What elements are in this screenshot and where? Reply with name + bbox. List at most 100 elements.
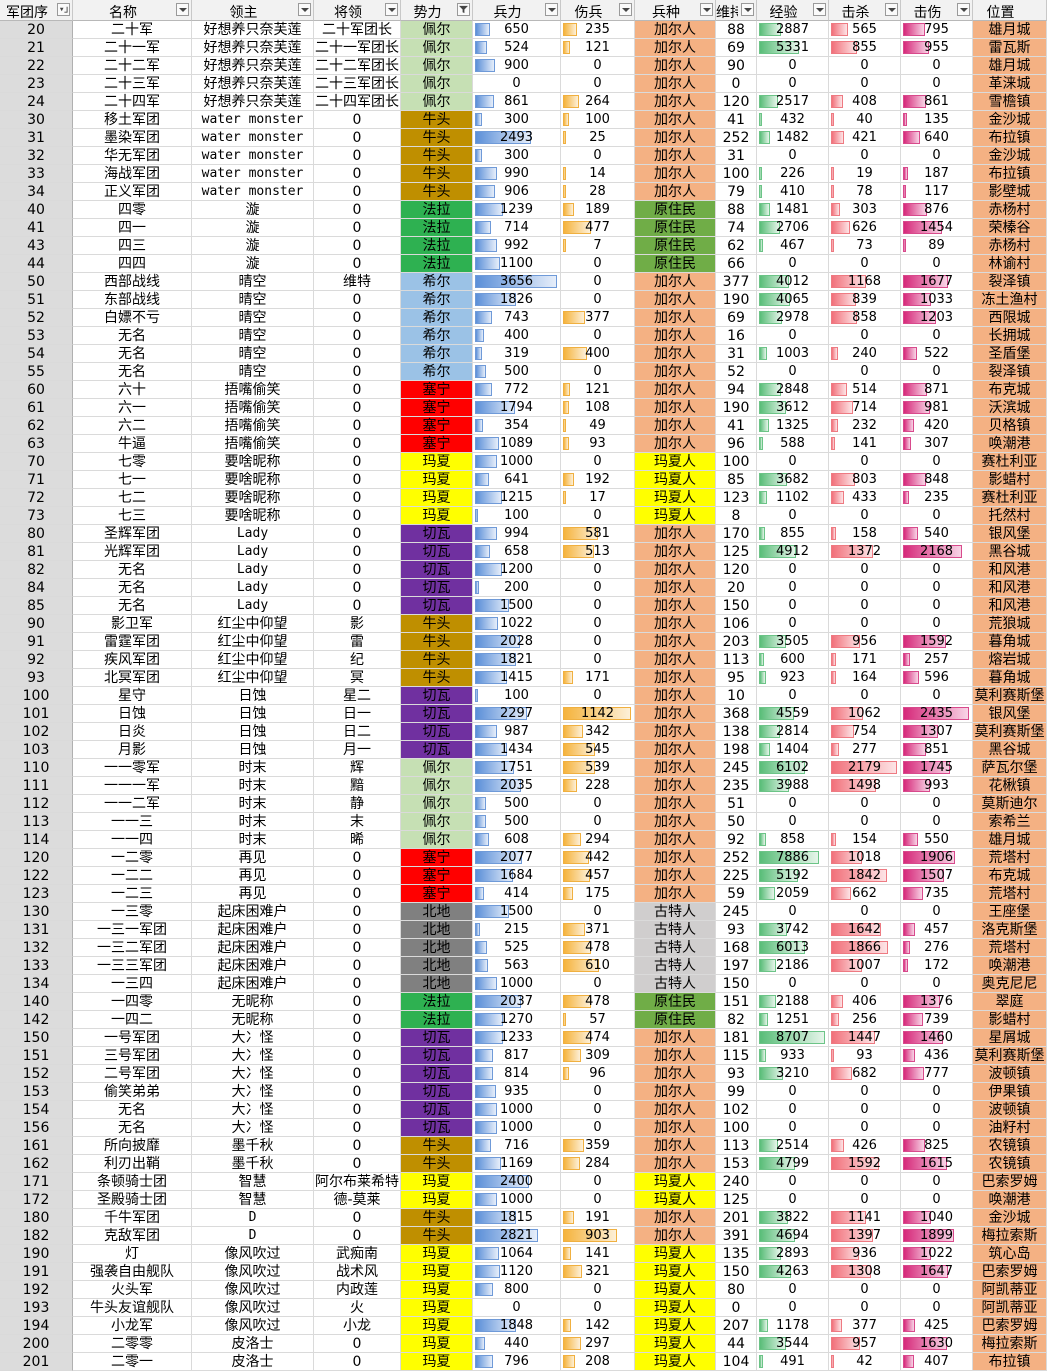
chevron-down-icon[interactable] bbox=[385, 3, 398, 16]
cell-exp[interactable]: 855 bbox=[757, 525, 829, 543]
cell-troop-type[interactable]: 原住民 bbox=[635, 255, 716, 273]
cell-troops[interactable]: 1684 bbox=[473, 867, 561, 885]
cell-troops[interactable]: 1500 bbox=[473, 903, 561, 921]
cell-lord[interactable]: Lady bbox=[192, 561, 314, 579]
cell-lord[interactable]: 智慧 bbox=[192, 1173, 314, 1191]
cell-upkeep[interactable]: 50 bbox=[716, 813, 757, 831]
cell-upkeep[interactable]: 198 bbox=[716, 741, 757, 759]
cell-wounded[interactable]: 0 bbox=[561, 615, 635, 633]
cell-faction[interactable]: 牛头 bbox=[401, 1137, 473, 1155]
cell-faction[interactable]: 玛夏 bbox=[401, 1191, 473, 1209]
cell-exp[interactable]: 0 bbox=[757, 75, 829, 93]
cell-upkeep[interactable]: 82 bbox=[716, 1011, 757, 1029]
cell-location[interactable]: 革涞城 bbox=[973, 75, 1047, 93]
cell-hits[interactable]: 0 bbox=[901, 507, 973, 525]
cell-name[interactable]: 正义军团 bbox=[73, 183, 192, 201]
cell-lord[interactable]: 大冫怪 bbox=[192, 1047, 314, 1065]
cell-upkeep[interactable]: 74 bbox=[716, 219, 757, 237]
cell-location[interactable]: 暮角城 bbox=[973, 669, 1047, 687]
cell-location[interactable]: 和风港 bbox=[973, 561, 1047, 579]
cell-name[interactable]: 六一 bbox=[73, 399, 192, 417]
cell-name[interactable]: 墨染军团 bbox=[73, 129, 192, 147]
cell-location[interactable]: 影蜡村 bbox=[973, 1011, 1047, 1029]
cell-name[interactable]: 强袭自由舰队 bbox=[73, 1263, 192, 1281]
cell-hits[interactable]: 795 bbox=[901, 21, 973, 39]
cell-upkeep[interactable]: 31 bbox=[716, 345, 757, 363]
cell-kills[interactable]: 0 bbox=[829, 1299, 901, 1317]
cell-upkeep[interactable]: 85 bbox=[716, 471, 757, 489]
cell-faction[interactable]: 玛夏 bbox=[401, 453, 473, 471]
cell-name[interactable]: 月影 bbox=[73, 741, 192, 759]
cell-wounded[interactable]: 14 bbox=[561, 165, 635, 183]
cell-upkeep[interactable]: 138 bbox=[716, 723, 757, 741]
cell-lord[interactable]: 要啥昵称 bbox=[192, 471, 314, 489]
cell-wounded[interactable]: 93 bbox=[561, 435, 635, 453]
cell-general[interactable]: 0 bbox=[314, 309, 401, 327]
cell-exp[interactable]: 410 bbox=[757, 183, 829, 201]
cell-general[interactable]: 阿尔布莱希特 bbox=[314, 1173, 401, 1191]
cell-legion-no[interactable]: 73 bbox=[0, 507, 73, 525]
cell-exp[interactable]: 0 bbox=[757, 147, 829, 165]
cell-hits[interactable]: 0 bbox=[901, 1299, 973, 1317]
cell-location[interactable]: 布拉镇 bbox=[973, 1353, 1047, 1371]
cell-location[interactable]: 阿凯蒂亚 bbox=[973, 1281, 1047, 1299]
cell-exp[interactable]: 2514 bbox=[757, 1137, 829, 1155]
cell-troop-type[interactable]: 加尔人 bbox=[635, 651, 716, 669]
cell-name[interactable]: 无名 bbox=[73, 597, 192, 615]
cell-legion-no[interactable]: 112 bbox=[0, 795, 73, 813]
cell-location[interactable]: 影壁城 bbox=[973, 183, 1047, 201]
cell-lord[interactable]: 皮洛士 bbox=[192, 1335, 314, 1353]
cell-name[interactable]: 二十军 bbox=[73, 21, 192, 39]
cell-kills[interactable]: 1168 bbox=[829, 273, 901, 291]
cell-lord[interactable]: water monster bbox=[192, 165, 314, 183]
cell-troop-type[interactable]: 加尔人 bbox=[635, 669, 716, 687]
cell-upkeep[interactable]: 150 bbox=[716, 597, 757, 615]
cell-general[interactable]: 0 bbox=[314, 255, 401, 273]
cell-general[interactable]: 0 bbox=[314, 1065, 401, 1083]
cell-wounded[interactable]: 474 bbox=[561, 1029, 635, 1047]
cell-troops[interactable]: 2028 bbox=[473, 633, 561, 651]
cell-lord[interactable]: 起床困难户 bbox=[192, 957, 314, 975]
cell-troops[interactable]: 1415 bbox=[473, 669, 561, 687]
cell-troops[interactable]: 1089 bbox=[473, 435, 561, 453]
cell-general[interactable]: 0 bbox=[314, 183, 401, 201]
cell-general[interactable]: 0 bbox=[314, 1101, 401, 1119]
cell-name[interactable]: 一二零 bbox=[73, 849, 192, 867]
cell-troops[interactable]: 2035 bbox=[473, 777, 561, 795]
cell-location[interactable]: 星屑城 bbox=[973, 1029, 1047, 1047]
cell-kills[interactable]: 93 bbox=[829, 1047, 901, 1065]
cell-lord[interactable]: 漩 bbox=[192, 219, 314, 237]
cell-legion-no[interactable]: 161 bbox=[0, 1137, 73, 1155]
cell-troops[interactable]: 1169 bbox=[473, 1155, 561, 1173]
cell-general[interactable]: 0 bbox=[314, 327, 401, 345]
cell-legion-no[interactable]: 81 bbox=[0, 543, 73, 561]
cell-kills[interactable]: 171 bbox=[829, 651, 901, 669]
cell-troops[interactable]: 100 bbox=[473, 507, 561, 525]
cell-general[interactable]: 战术风 bbox=[314, 1263, 401, 1281]
cell-location[interactable]: 托然村 bbox=[973, 507, 1047, 525]
cell-name[interactable]: 七一 bbox=[73, 471, 192, 489]
cell-location[interactable]: 赤杨村 bbox=[973, 201, 1047, 219]
column-header-upkeep[interactable]: 维持 bbox=[716, 0, 757, 21]
cell-kills[interactable]: 0 bbox=[829, 597, 901, 615]
cell-troop-type[interactable]: 加尔人 bbox=[635, 885, 716, 903]
cell-legion-no[interactable]: 171 bbox=[0, 1173, 73, 1191]
cell-upkeep[interactable]: 368 bbox=[716, 705, 757, 723]
cell-kills[interactable]: 0 bbox=[829, 1191, 901, 1209]
cell-general[interactable]: 0 bbox=[314, 1119, 401, 1137]
cell-troop-type[interactable]: 玛夏人 bbox=[635, 1173, 716, 1191]
cell-legion-no[interactable]: 61 bbox=[0, 399, 73, 417]
cell-name[interactable]: 一一三 bbox=[73, 813, 192, 831]
column-header-faction[interactable]: 势力 bbox=[401, 0, 473, 21]
cell-legion-no[interactable]: 55 bbox=[0, 363, 73, 381]
cell-location[interactable]: 梅拉索斯 bbox=[973, 1227, 1047, 1245]
cell-troops[interactable]: 100 bbox=[473, 687, 561, 705]
cell-kills[interactable]: 78 bbox=[829, 183, 901, 201]
cell-name[interactable]: 北冥军团 bbox=[73, 669, 192, 687]
cell-lord[interactable]: 晴空 bbox=[192, 363, 314, 381]
cell-wounded[interactable]: 0 bbox=[561, 795, 635, 813]
chevron-down-icon[interactable] bbox=[957, 3, 970, 16]
cell-location[interactable]: 和风港 bbox=[973, 597, 1047, 615]
cell-faction[interactable]: 切瓦 bbox=[401, 579, 473, 597]
cell-exp[interactable]: 0 bbox=[757, 795, 829, 813]
